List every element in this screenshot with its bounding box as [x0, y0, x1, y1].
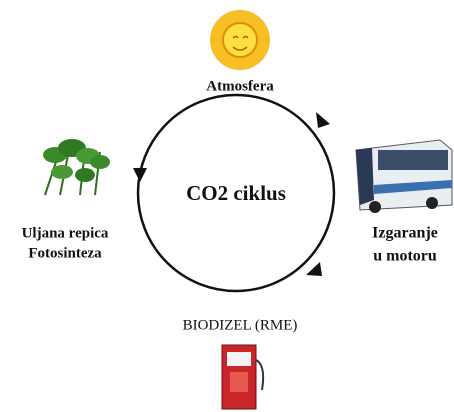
- diagram: CO2 ciklus Atmosfera Uljana repica Fotos…: [0, 0, 454, 412]
- bus-icon: [356, 140, 452, 213]
- arrow-head: [133, 168, 147, 182]
- node-label: BIODIZEL (RME): [183, 317, 298, 333]
- node-label: u motoru: [373, 248, 437, 265]
- sun-icon: [210, 10, 270, 70]
- node-label: Izgaranje: [372, 225, 438, 242]
- arrow-head: [316, 112, 330, 128]
- node-label: Atmosfera: [206, 78, 274, 94]
- page: CO2 ciklus Atmosfera Uljana repica Fotos…: [0, 0, 454, 412]
- plant-icon: [43, 139, 110, 195]
- node-label: Uljana repica: [22, 225, 109, 241]
- cycle-title: CO2 ciklus: [186, 181, 286, 205]
- node-label: Fotosinteza: [28, 245, 102, 261]
- arrow-head: [306, 262, 322, 276]
- pump-icon: [222, 345, 263, 409]
